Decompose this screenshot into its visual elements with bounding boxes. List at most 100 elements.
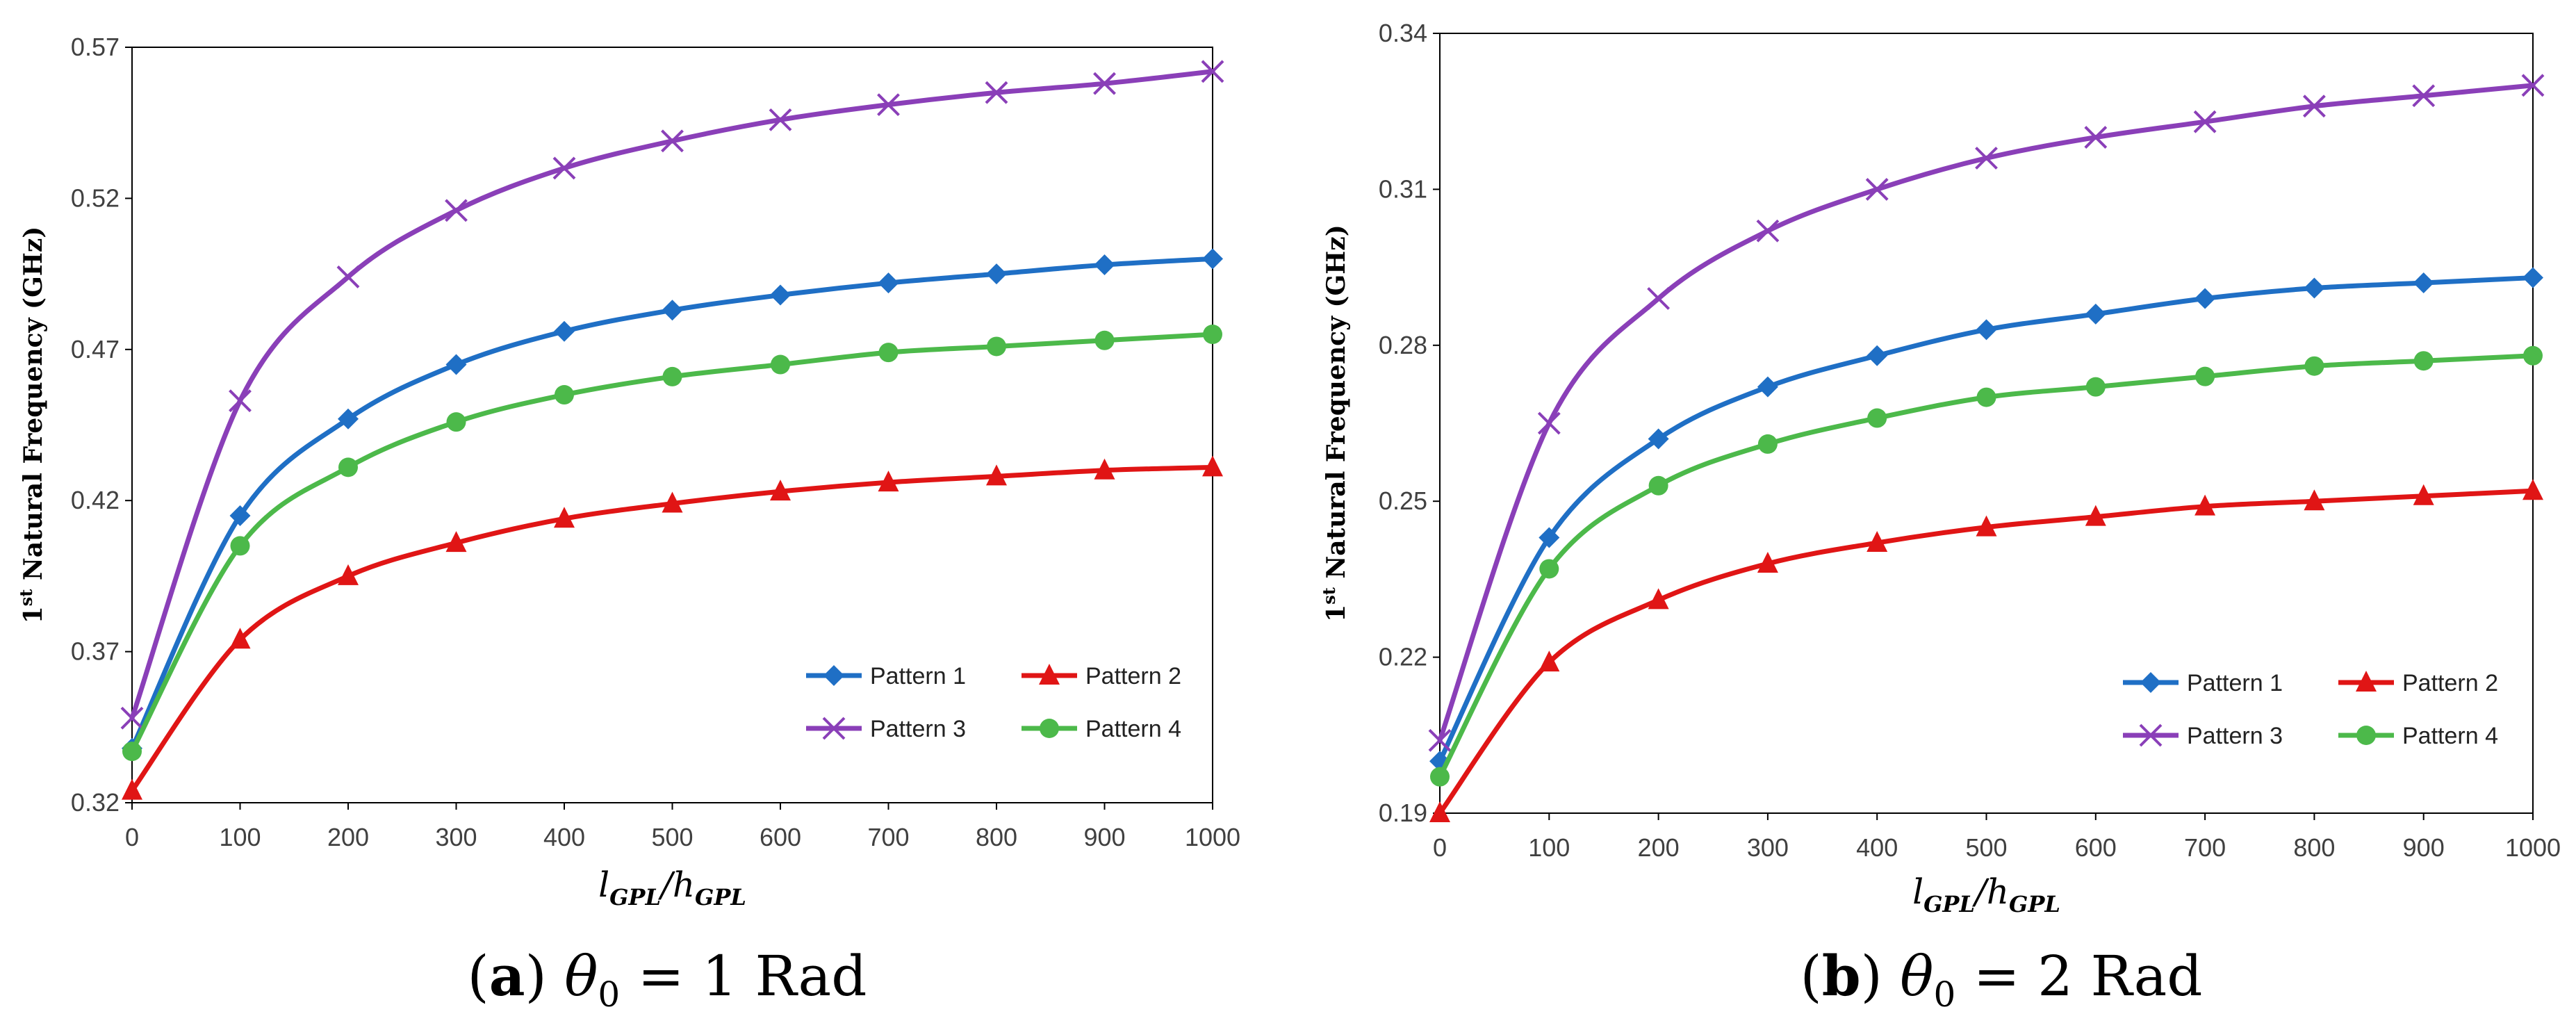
panel-b-ytick-label: 0.31 — [1379, 174, 1427, 203]
panel-b-legend-label: Pattern 3 — [2187, 723, 2283, 749]
panel-a-ytick-label: 0.47 — [71, 335, 120, 363]
panel-b-series-3-point — [2193, 110, 2217, 133]
panel-b-legend-item: Pattern 1 — [2123, 670, 2283, 696]
panel-b-series-3 — [1428, 74, 2545, 752]
panel-a-series-3-point — [661, 129, 684, 153]
panel-b-ytick-label: 0.22 — [1379, 643, 1427, 671]
panel-b-xtick-label: 900 — [2403, 833, 2445, 862]
panel-b-series-4-point — [2195, 366, 2215, 386]
panel-b-legend-item: Pattern 2 — [2338, 670, 2498, 696]
panel-b-x-axis-title-slash: /h — [1972, 872, 2009, 912]
panel-a-ytick-label: 0.52 — [71, 183, 120, 212]
panel-b-series-3-point — [1865, 177, 1889, 201]
panel-a-series-3-point-stroke-b — [120, 706, 144, 730]
panel-a-legend-marker — [823, 665, 844, 686]
panel-b-legend-label: Pattern 2 — [2402, 670, 2498, 696]
panel-a-x-axis-title-sub1: GPL — [609, 884, 661, 910]
panel-a-caption-theta-sub: 0 — [598, 974, 620, 1015]
panel-b-x-axis-title-l: l — [1912, 872, 1923, 912]
panel-b-xtick-label: 1000 — [2505, 833, 2561, 862]
panel-a-series-3-point-stroke-b — [336, 265, 360, 288]
panel-a-y-axis-title: 1st Natural Frequency (GHz) — [16, 227, 48, 624]
panel-a-series-1 — [122, 248, 1223, 759]
panel-a-series-4-point — [662, 366, 682, 386]
panel-a-legend-item: Pattern 1 — [806, 663, 966, 689]
panel-b-ytick-label: 0.28 — [1379, 331, 1427, 359]
panel-a-plot-frame — [131, 47, 1213, 803]
panel-a-series-3-point — [120, 706, 144, 730]
panel-a-xtick-label: 300 — [435, 823, 477, 851]
panel-b-xtick-label: 300 — [1747, 833, 1789, 862]
panel-a-series-1-point — [1094, 254, 1115, 276]
panel-a-xtick-label: 100 — [219, 823, 261, 851]
panel-b-series-4-point — [2304, 356, 2324, 376]
panel-b-legend-marker — [2139, 724, 2163, 747]
panel-b-series-2-point — [1757, 551, 1778, 573]
panel-a-series-2-point — [122, 778, 142, 800]
panel-a-legend-label: Pattern 2 — [1085, 663, 1181, 689]
panel-b-series-2-point — [1867, 531, 1888, 553]
panel-b-series-3-point-stroke-b — [1428, 728, 1452, 752]
panel-a-legend: Pattern 1 Pattern 2 Pattern 3 Pattern 4 — [806, 663, 1181, 742]
panel-b-x-axis-title-sub2: GPL — [2009, 891, 2060, 917]
panel-b-ytick-label: 0.25 — [1379, 487, 1427, 515]
panel-a-caption-open: ( — [468, 944, 489, 1008]
panel-b-legend-label: Pattern 1 — [2187, 670, 2283, 696]
panel-a-series-4-point — [1094, 330, 1115, 350]
panel-a-series-3-point-stroke-b — [229, 389, 252, 413]
panel-a-series-3-point-stroke-b — [445, 199, 468, 222]
panel-a-series-3-point — [985, 81, 1008, 104]
panel-a-series-3-point — [1201, 60, 1224, 83]
panel-b-series-3-point — [2521, 74, 2545, 97]
panel-b-series-4-point — [1867, 408, 1887, 428]
panel-b-series-2-point — [2304, 489, 2325, 511]
panel-b-y-axis-title-sup: st — [1319, 587, 1339, 605]
panel-b-legend: Pattern 1 Pattern 2 Pattern 3 Pattern 4 — [2123, 670, 2498, 749]
panel-a-series-2-point — [662, 491, 683, 513]
panel-b-caption-close: ) — [1861, 944, 1901, 1008]
panel-a-series-2-point — [1094, 458, 1115, 480]
panel-a-legend-item: Pattern 4 — [1022, 716, 1181, 742]
panel-b-series-3-point — [1647, 287, 1671, 310]
panel-b-series-3-point-stroke-b — [1756, 219, 1780, 243]
panel-b-chart: 0.19 0.22 0.25 0.28 0.31 0.34 0 100 200 300 400 500… — [1319, 19, 2561, 1015]
panel-a-series-2-line — [129, 464, 1215, 794]
panel-b-series-4-point — [2085, 377, 2106, 397]
panel-b-y-axis-title: 1st Natural Frequency (GHz) — [1319, 224, 1351, 622]
panel-a-ytick-label: 0.42 — [71, 486, 120, 514]
panel-b-series-1-line — [1437, 275, 2536, 764]
panel-a-series-3-point — [1093, 72, 1116, 95]
panel-b-series-3-point-stroke-b — [1975, 147, 1998, 170]
panel-b-series-3-point — [2084, 126, 2108, 149]
panel-b-xtick-label: 200 — [1638, 833, 1680, 862]
panel-b-legend-marker — [2356, 726, 2376, 745]
panel-b-series-4-point — [2413, 351, 2434, 371]
panel-b-y-axis-title-main: 1 — [1322, 605, 1351, 622]
panel-b-xtick-label: 600 — [2075, 833, 2117, 862]
panel-b-series-2-point — [2085, 505, 2106, 526]
panel-b-legend-marker — [2140, 672, 2161, 693]
panel-a-chart: 0.32 0.37 0.42 0.47 0.52 0.57 0 100 200 300 400 500… — [16, 33, 1240, 1015]
panel-b-caption-letter: b — [1822, 943, 1861, 1008]
panel-a-series-1-point — [445, 354, 467, 375]
panel-b-xtick-label: 400 — [1856, 833, 1898, 862]
panel-b-xtick-label: 700 — [2184, 833, 2226, 862]
panel-b-series-3-point-stroke-b — [2412, 84, 2436, 108]
panel-a-series-1-point — [338, 408, 359, 430]
panel-b-series-1-point — [2522, 267, 2543, 288]
panel-b-series-2-line — [1437, 488, 2536, 816]
panel-b-x-axis-title: lGPL/hGPL — [1912, 872, 2060, 917]
panel-b-series-2-point — [2522, 479, 2543, 500]
panel-b-caption-theta-sub: 0 — [1933, 974, 1955, 1015]
panel-a-series-4-line — [129, 332, 1215, 754]
panel-b-series-3-point-stroke-b — [1647, 287, 1671, 310]
panel-a-y-axis-title-sup: st — [16, 589, 36, 607]
panel-a-series-2-point — [770, 480, 791, 501]
panel-b-legend-label: Pattern 4 — [2402, 723, 2498, 749]
panel-b-series-3-point-stroke-b — [2521, 74, 2545, 97]
panel-a-legend-item: Pattern 3 — [806, 716, 966, 742]
panel-b-series-3-point-stroke-b — [1537, 411, 1561, 435]
panel-a-ytick-label: 0.37 — [71, 637, 120, 666]
panel-b-series-2-point — [1648, 588, 1669, 610]
